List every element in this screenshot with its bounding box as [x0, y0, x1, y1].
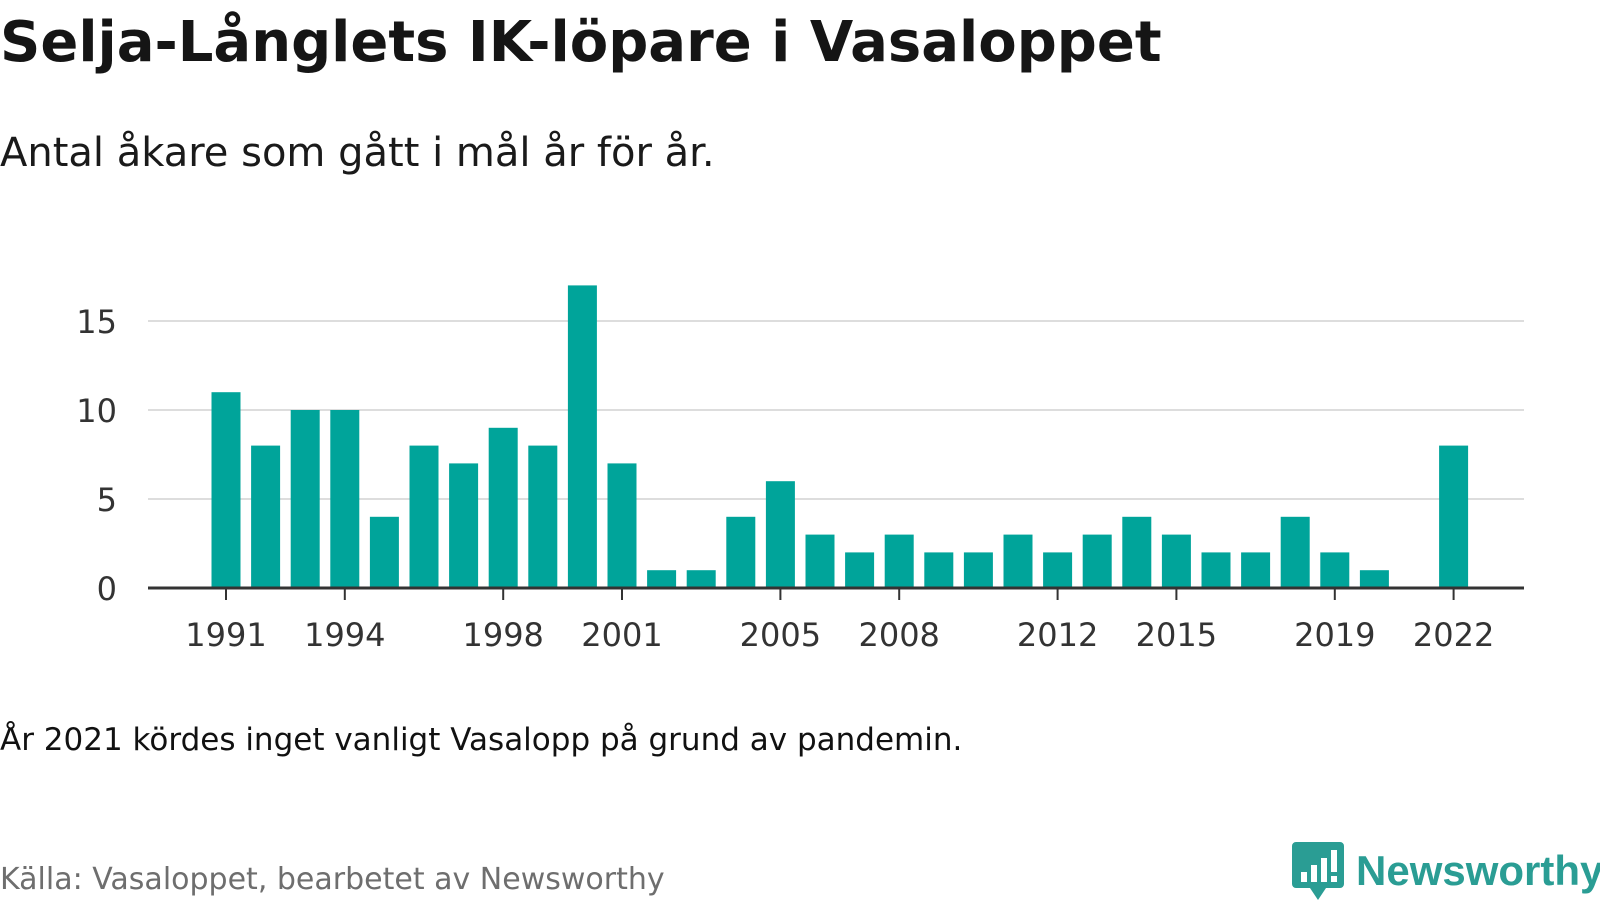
- bar: [1241, 552, 1271, 588]
- y-tick-label: 0: [97, 570, 117, 608]
- bar: [251, 445, 281, 588]
- chart-note: År 2021 kördes inget vanligt Vasalopp på…: [0, 722, 963, 758]
- source-credit: Källa: Vasaloppet, bearbetet av Newswort…: [0, 862, 665, 897]
- x-tick-label: 2001: [581, 616, 662, 654]
- x-tick-label: 2012: [1017, 616, 1098, 654]
- x-tick-label: 2022: [1413, 616, 1494, 654]
- brand-logo: Newsworthy: [1292, 840, 1600, 902]
- x-tick-label: 1991: [185, 616, 266, 654]
- bar: [1201, 552, 1231, 588]
- chart-subtitle: Antal åkare som gått i mål år för år.: [0, 130, 715, 176]
- bar: [488, 427, 518, 588]
- bar: [884, 534, 914, 588]
- bar: [290, 410, 320, 588]
- bar: [1280, 516, 1310, 588]
- bar: [1439, 445, 1469, 588]
- newsworthy-logo-icon: [1292, 842, 1344, 900]
- x-tick-label: 2019: [1294, 616, 1375, 654]
- bar: [765, 481, 795, 588]
- bar: [1003, 534, 1033, 588]
- bar: [369, 516, 399, 588]
- x-tick-label: 2005: [740, 616, 821, 654]
- chart-title: Selja-Långlets IK-löpare i Vasaloppet: [0, 10, 1162, 75]
- bar: [1082, 534, 1112, 588]
- bar: [409, 445, 439, 588]
- y-tick-label: 15: [76, 303, 117, 341]
- bar-chart: 0 5 10 15 1991 1994 1998 2001 2005 2008 2012 2015 20…: [76, 285, 1524, 654]
- brand-name: Newsworthy: [1356, 847, 1600, 894]
- bar: [567, 285, 597, 588]
- bar: [211, 392, 241, 588]
- bar: [805, 534, 835, 588]
- bar: [1043, 552, 1073, 588]
- bar: [845, 552, 875, 588]
- bar: [647, 570, 677, 588]
- bar: [330, 410, 360, 588]
- bar: [963, 552, 993, 588]
- x-tick-label: 2008: [858, 616, 939, 654]
- bar: [686, 570, 716, 588]
- bar: [1122, 516, 1152, 588]
- x-tick-label: 1994: [304, 616, 385, 654]
- x-tick-label: 2015: [1136, 616, 1217, 654]
- bar: [1320, 552, 1350, 588]
- bar: [607, 463, 637, 588]
- x-tick-label: 1998: [462, 616, 543, 654]
- bar: [449, 463, 479, 588]
- bar: [1161, 534, 1191, 588]
- y-tick-label: 5: [97, 481, 117, 519]
- bar: [726, 516, 756, 588]
- bar: [924, 552, 954, 588]
- bar: [528, 445, 558, 588]
- y-tick-label: 10: [76, 392, 117, 430]
- bar: [1359, 570, 1389, 588]
